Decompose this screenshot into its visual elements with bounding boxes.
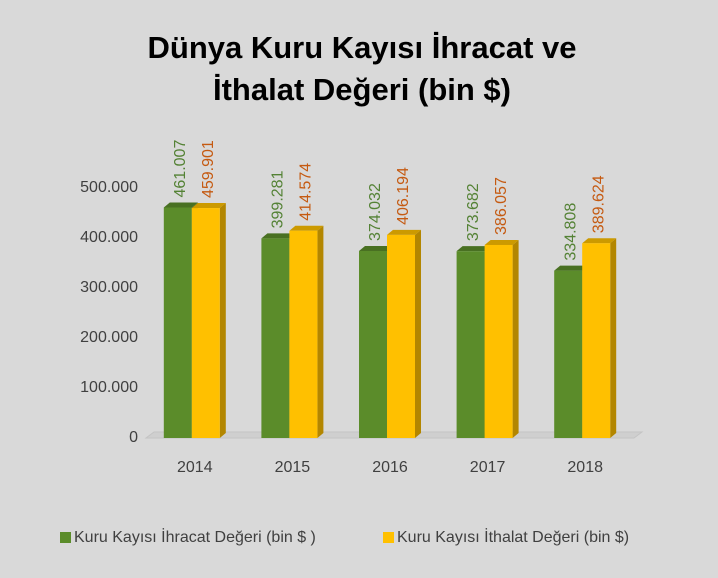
x-tick-label: 2017 [470, 459, 506, 476]
legend-swatch [60, 532, 71, 543]
chart-title: Dünya Kuru Kayısı İhracat ve [148, 30, 577, 65]
legend-swatch [383, 532, 394, 543]
data-label: 334.808 [562, 203, 579, 261]
bar-side [512, 239, 519, 438]
bar [191, 203, 226, 438]
bar-front [289, 230, 318, 438]
data-label: 389.624 [590, 175, 607, 233]
y-tick-label: 100.000 [80, 379, 138, 396]
bar-top [359, 245, 393, 251]
bar-top [554, 265, 589, 271]
bar-front [456, 251, 485, 438]
data-label: 399.281 [270, 170, 287, 228]
bar-front [261, 238, 290, 438]
bar-front [582, 243, 611, 438]
y-tick-label: 200.000 [80, 329, 138, 346]
bar-top [456, 246, 491, 252]
bar-side [219, 203, 226, 438]
bar [387, 229, 421, 438]
bar-front [554, 270, 583, 438]
bar-side [415, 229, 421, 438]
bar-top [191, 203, 226, 209]
y-tick-label: 500.000 [80, 179, 138, 196]
legend-label: Kuru Kayısı İhracat Değeri (bin $ ) [74, 527, 316, 546]
x-tick-label: 2018 [567, 459, 603, 476]
data-label: 461.007 [172, 140, 189, 198]
data-label: 414.574 [298, 163, 315, 221]
bar-top [484, 239, 519, 245]
y-tick-label: 400.000 [80, 229, 138, 246]
bar [582, 238, 617, 438]
legend-label: Kuru Kayısı İthalat Değeri (bin $) [397, 527, 629, 546]
bar-top [163, 202, 198, 208]
bar-front [359, 250, 387, 438]
y-tick-label: 300.000 [80, 279, 138, 296]
data-label: 374.032 [367, 183, 384, 241]
bar-front [191, 208, 220, 438]
x-tick-label: 2015 [275, 459, 311, 476]
bar-side [317, 225, 324, 438]
data-label: 373.682 [465, 183, 482, 241]
bar-side [610, 238, 617, 438]
x-tick-label: 2016 [372, 459, 408, 476]
data-label: 459.901 [200, 140, 217, 198]
x-tick-label: 2014 [177, 459, 213, 476]
y-tick-label: 0 [129, 429, 138, 446]
bar-top [261, 233, 296, 239]
bar-top [582, 238, 617, 244]
bar-top [387, 229, 421, 235]
bar [289, 225, 324, 438]
data-label: 406.194 [395, 167, 412, 225]
bar-front [484, 244, 513, 438]
bar-front [387, 234, 415, 438]
bar [484, 239, 519, 438]
bar-front [163, 207, 192, 438]
data-label: 386.057 [493, 177, 510, 235]
chart-title: İthalat Değeri (bin $) [213, 72, 511, 107]
bar-top [289, 225, 324, 231]
